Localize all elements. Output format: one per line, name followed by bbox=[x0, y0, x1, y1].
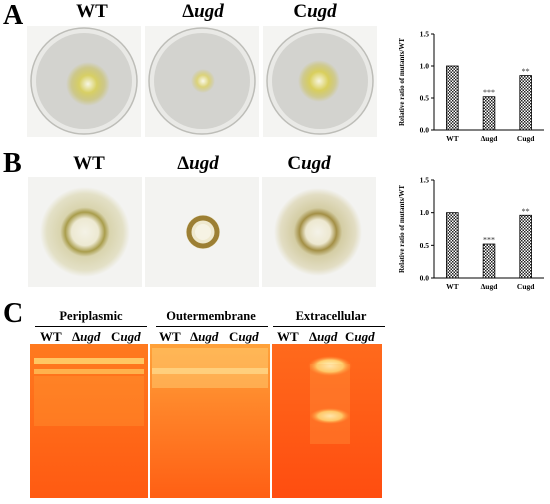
bar-chart-a: Relative ratio of mutants/WT 0.0 0.5 1.0 1.5… bbox=[392, 28, 550, 153]
x-tick-label: WT bbox=[446, 282, 459, 291]
lane-label-wt-1: WT bbox=[40, 329, 62, 344]
plate-photo-ugd-a bbox=[145, 26, 259, 137]
gel-divider-1 bbox=[35, 326, 147, 327]
panel-letter-c: C bbox=[3, 298, 24, 329]
x-tick-label: Δugd bbox=[481, 134, 499, 143]
x-tick-label: WT bbox=[446, 134, 459, 143]
significance-label: ** bbox=[522, 67, 530, 76]
plate-photo-cugd-a bbox=[263, 26, 377, 137]
y-tick-label: 1.0 bbox=[420, 208, 430, 217]
lane-label-cugd-2: Cugd bbox=[229, 329, 259, 344]
gel-image-periplasmic bbox=[30, 344, 148, 498]
gel-divider-2 bbox=[156, 326, 268, 327]
gel-title-extracellular: Extracellular bbox=[295, 309, 367, 323]
lane-label-wt-2: WT bbox=[159, 329, 181, 344]
colony-photo-cugd-b bbox=[262, 177, 376, 287]
x-tick-label: Cugd bbox=[517, 134, 535, 143]
y-tick-label: 1.0 bbox=[420, 62, 430, 71]
bar-0 bbox=[446, 65, 459, 131]
significance-label: *** bbox=[483, 236, 495, 245]
colony-photo-wt-b bbox=[28, 177, 142, 287]
y-tick-label: 1.5 bbox=[420, 30, 430, 39]
x-tick-label: Δugd bbox=[481, 282, 499, 291]
lane-label-ugd-3: Δugd bbox=[309, 329, 338, 344]
y-tick-label: 1.5 bbox=[420, 176, 430, 185]
y-tick-label: 0.0 bbox=[420, 274, 430, 283]
lane-label-wt-3: WT bbox=[277, 329, 299, 344]
gel-image-outermembrane bbox=[150, 344, 270, 498]
plate-photo-wt-a bbox=[27, 26, 141, 137]
significance-label: ** bbox=[522, 207, 530, 216]
bar-2 bbox=[519, 214, 532, 279]
gel-divider-3 bbox=[273, 326, 385, 327]
lane-label-ugd-1: Δugd bbox=[72, 329, 101, 344]
bar-1 bbox=[482, 243, 496, 279]
y-axis-label: Relative ratio of mutants/WT bbox=[398, 38, 406, 126]
lane-label-cugd-3: Cugd bbox=[345, 329, 375, 344]
lane-label-cugd-1: Cugd bbox=[111, 329, 141, 344]
lane-label-ugd-2: Δugd bbox=[190, 329, 219, 344]
significance-label: *** bbox=[483, 88, 495, 97]
label-ugd-b: Δugd bbox=[177, 153, 219, 174]
gel-title-outermembrane: Outermembrane bbox=[166, 309, 256, 323]
y-tick-label: 0.5 bbox=[420, 241, 430, 250]
y-tick-label: 0.0 bbox=[420, 126, 430, 135]
x-tick-label: Cugd bbox=[517, 282, 535, 291]
bar-2 bbox=[519, 75, 532, 131]
panel-letter-a: A bbox=[3, 0, 24, 31]
label-cugd-b: Cugd bbox=[287, 153, 331, 174]
bar-chart-b: Relative ratio of mutants/WT 0.0 0.5 1.0 1.5… bbox=[392, 174, 550, 301]
y-tick-label: 0.5 bbox=[420, 94, 430, 103]
label-ugd-a: Δugd bbox=[182, 1, 224, 22]
colony-photo-ugd-b bbox=[145, 177, 259, 287]
label-wt-a: WT bbox=[76, 1, 108, 22]
label-cugd-a: Cugd bbox=[293, 1, 337, 22]
bar-1 bbox=[482, 96, 496, 131]
panel-letter-b: B bbox=[3, 148, 22, 179]
bar-0 bbox=[446, 212, 459, 279]
y-axis-label: Relative ratio of mutants/WT bbox=[398, 185, 406, 273]
gel-title-periplasmic: Periplasmic bbox=[59, 309, 123, 323]
gel-image-extracellular bbox=[272, 344, 382, 498]
label-wt-b: WT bbox=[73, 153, 105, 174]
